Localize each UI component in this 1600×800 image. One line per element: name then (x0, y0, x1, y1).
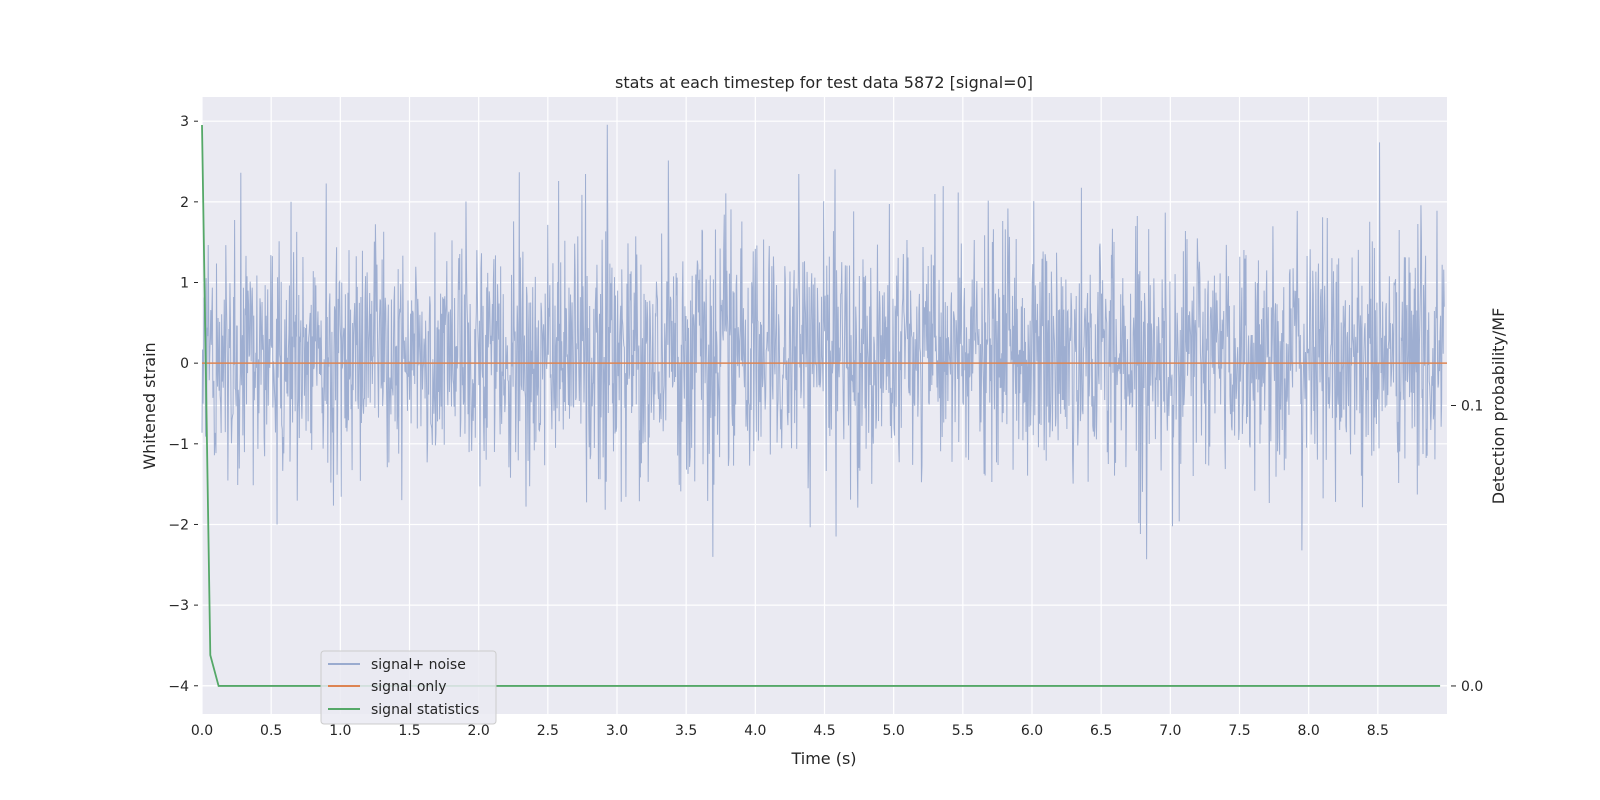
y-axis-label: Whitened strain (140, 342, 159, 469)
x-tick-label: 2.5 (537, 723, 559, 739)
x-tick-label: 8.0 (1298, 723, 1320, 739)
x-tick-label: 1.0 (329, 723, 351, 739)
x-tick-label: 7.0 (1159, 723, 1181, 739)
x-tick-label: 6.5 (1090, 723, 1112, 739)
legend-box (320, 650, 497, 725)
chart-title: stats at each timestep for test data 587… (615, 73, 1033, 92)
y-tick-label: 3 (180, 114, 189, 130)
x-tick-label: 1.5 (398, 723, 420, 739)
y-tick-label: 2 (180, 195, 189, 211)
x-axis: 0.0 0.5 1.0 1.5 2.0 2.5 3.0 3.5 4.0 4.5 5.0 5.5 6.0 6… (191, 723, 1389, 739)
y2-tick-label: 0.0 (1461, 679, 1483, 695)
y-tick-label: −3 (168, 598, 189, 614)
x-tick-label: 0.5 (260, 723, 282, 739)
x-tick-label: 8.5 (1367, 723, 1389, 739)
series-line-signal-noise (201, 124, 1445, 560)
y-tick-label: −1 (168, 437, 189, 453)
legend-label-signal: signal only (371, 679, 446, 695)
noise-series-group (201, 124, 1445, 560)
legend-label-noise: signal+ noise (371, 657, 466, 673)
y2-axis-label: Detection probability/MF (1489, 308, 1508, 505)
x-tick-label: 7.5 (1228, 723, 1250, 739)
x-tick-label: 0.0 (191, 723, 213, 739)
x-tick-label: 4.0 (744, 723, 766, 739)
legend-label-statistics: signal statistics (371, 702, 479, 718)
series-line-signal-statistics (201, 125, 1441, 687)
y2-tick-label: 0.1 (1461, 399, 1483, 415)
y-axis: 3 2 1 0 −1 −2 −3 −4 (168, 114, 198, 695)
y-tick-label: 1 (180, 276, 189, 292)
y-tick-label: −2 (168, 517, 189, 533)
x-tick-label: 5.0 (883, 723, 905, 739)
legend: signal+ noise signal only signal statist… (320, 650, 497, 725)
y2-axis: 0.1 0.0 (1451, 399, 1483, 695)
lines-group (201, 125, 1447, 687)
x-tick-label: 3.0 (606, 723, 628, 739)
x-tick-label: 3.5 (675, 723, 697, 739)
y-tick-label: −4 (168, 679, 189, 695)
x-tick-label: 6.0 (1021, 723, 1043, 739)
x-tick-label: 4.5 (813, 723, 835, 739)
y-tick-label: 0 (180, 356, 189, 372)
x-tick-label: 5.5 (952, 723, 974, 739)
x-axis-label: Time (s) (790, 749, 856, 768)
x-tick-label: 2.0 (468, 723, 490, 739)
